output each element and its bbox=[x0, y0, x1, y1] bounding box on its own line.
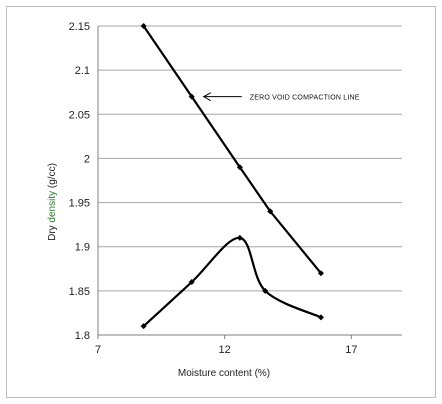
y-tick-label: 1.85 bbox=[69, 286, 90, 298]
series-1-point-1 bbox=[140, 23, 147, 29]
y-tick-label: 1.9 bbox=[75, 242, 90, 254]
series-1-point-4 bbox=[267, 208, 274, 215]
series-1-point-5 bbox=[317, 270, 324, 277]
x-tick-label: 17 bbox=[345, 344, 357, 356]
series-2-point-4 bbox=[262, 287, 269, 294]
series-2-point-3 bbox=[236, 234, 243, 241]
chart-frame bbox=[6, 6, 436, 398]
x-tick-label: 7 bbox=[95, 344, 101, 356]
y-tick-label: 2.1 bbox=[75, 65, 90, 77]
y-axis-title-part-3: (g/cc) bbox=[47, 163, 58, 188]
series-group bbox=[140, 23, 324, 330]
y-axis-title: Dry density (g/cc) bbox=[47, 163, 58, 241]
y-tick-label: 1.8 bbox=[75, 330, 90, 342]
y-tick-labels: 1.8 1.85 1.9 1.95 2 2.05 2.1 2.15 bbox=[69, 21, 90, 342]
annotation-label: ZERO VOID COMPACTION LINE bbox=[250, 95, 360, 102]
series-2-line bbox=[142, 236, 322, 327]
x-tick-labels: 7 12 17 bbox=[95, 344, 358, 356]
x-tick-label: 12 bbox=[219, 344, 231, 356]
y-tick-label: 1.95 bbox=[69, 198, 90, 210]
y-tick-label: 2 bbox=[84, 153, 90, 165]
annotations: ZERO VOID COMPACTION LINE bbox=[202, 92, 360, 102]
series-1-point-2 bbox=[188, 93, 195, 100]
x-axis-title: Moisture content (%) bbox=[178, 368, 270, 379]
y-axis-title-part-1: Dry bbox=[47, 223, 58, 241]
series-1-point-3 bbox=[236, 164, 243, 171]
series-2-point-1 bbox=[140, 323, 147, 330]
annotation-arrow-head bbox=[202, 92, 211, 102]
series-2-point-5 bbox=[317, 314, 324, 321]
series-2-point-2 bbox=[188, 279, 195, 286]
y-tick-label: 2.05 bbox=[69, 109, 90, 121]
y-axis-title-part-2: density bbox=[47, 188, 58, 222]
axes bbox=[97, 26, 402, 339]
series-1-line bbox=[142, 25, 322, 274]
y-tick-label: 2.15 bbox=[69, 21, 90, 33]
